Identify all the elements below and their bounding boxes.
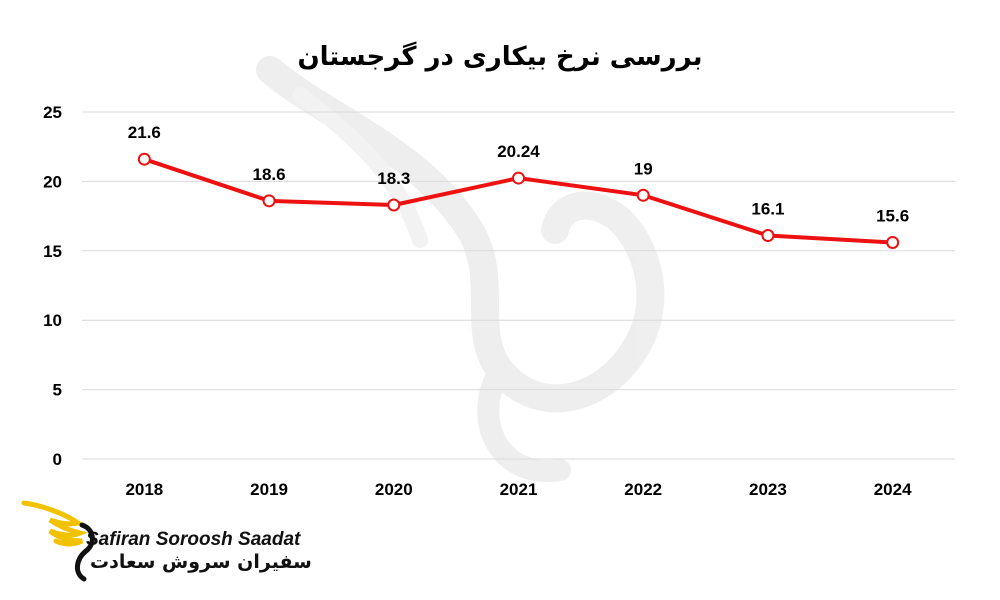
data-label: 19 bbox=[634, 159, 653, 178]
data-label: 16.1 bbox=[751, 200, 784, 219]
data-point bbox=[137, 152, 151, 166]
data-point bbox=[512, 171, 525, 185]
y-tick-label: 5 bbox=[53, 381, 62, 400]
data-label: 15.6 bbox=[876, 206, 909, 225]
y-tick-label: 0 bbox=[53, 450, 62, 469]
y-tick-label: 15 bbox=[43, 242, 62, 261]
brand-name-fa: سفیران سروش سعادت bbox=[90, 551, 312, 573]
y-tick-label: 10 bbox=[43, 311, 62, 330]
bird-watermark-icon bbox=[256, 56, 665, 483]
data-point bbox=[761, 229, 775, 243]
x-tick-label: 2022 bbox=[624, 480, 662, 499]
data-point bbox=[387, 198, 401, 212]
data-label: 20.24 bbox=[497, 142, 540, 161]
x-tick-label: 2018 bbox=[125, 480, 163, 499]
data-label: 18.6 bbox=[253, 165, 286, 184]
data-point bbox=[262, 194, 276, 208]
y-tick-label: 20 bbox=[43, 172, 62, 191]
x-tick-label: 2021 bbox=[500, 480, 538, 499]
data-label: 21.6 bbox=[128, 123, 161, 142]
brand-logo: Safiran Soroosh Saadat سفیران سروش سعادت bbox=[20, 495, 312, 585]
x-tick-label: 2023 bbox=[749, 480, 787, 499]
data-label: 18.3 bbox=[377, 169, 410, 188]
chart-title: بررسی نرخ بیکاری در گرجستان bbox=[297, 42, 703, 72]
bird-wing-logo-icon bbox=[21, 500, 95, 582]
x-tick-label: 2024 bbox=[874, 480, 912, 499]
data-point bbox=[636, 188, 650, 202]
x-tick-label: 2019 bbox=[250, 480, 288, 499]
x-tick-label: 2020 bbox=[375, 480, 413, 499]
y-tick-label: 25 bbox=[43, 103, 62, 122]
brand-name: Safiran Soroosh Saadat bbox=[86, 529, 301, 550]
data-point bbox=[886, 235, 900, 249]
